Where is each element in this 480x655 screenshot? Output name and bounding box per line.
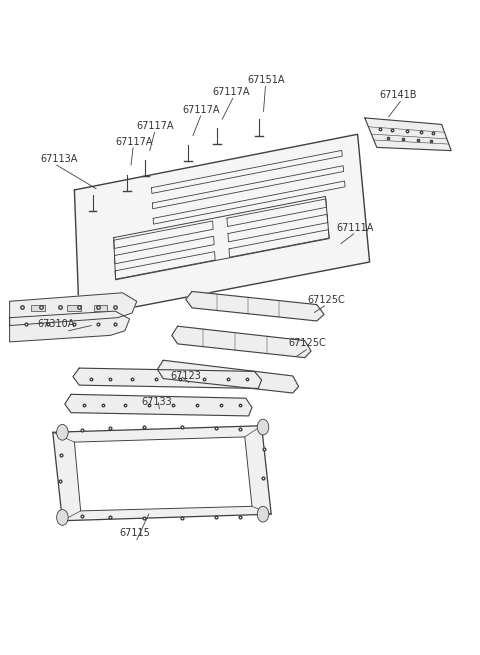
Polygon shape — [186, 291, 324, 321]
Polygon shape — [74, 437, 252, 511]
Text: 67117A: 67117A — [213, 87, 250, 97]
Text: 67123: 67123 — [170, 371, 201, 381]
Bar — [67, 305, 81, 311]
Circle shape — [57, 424, 68, 440]
Text: 67117A: 67117A — [115, 137, 153, 147]
Bar — [94, 305, 107, 311]
Polygon shape — [157, 360, 299, 393]
Polygon shape — [10, 293, 137, 326]
Polygon shape — [74, 134, 370, 318]
Text: 67151A: 67151A — [247, 75, 285, 85]
Polygon shape — [172, 326, 311, 358]
Text: 67115: 67115 — [119, 529, 150, 538]
Circle shape — [57, 510, 68, 525]
Text: 67125C: 67125C — [288, 339, 326, 348]
Text: 67133: 67133 — [142, 398, 172, 407]
Text: 67117A: 67117A — [182, 105, 220, 115]
Polygon shape — [365, 118, 451, 151]
Text: 67141B: 67141B — [379, 90, 417, 100]
Polygon shape — [10, 311, 130, 342]
Circle shape — [257, 419, 269, 435]
Text: 67117A: 67117A — [137, 121, 174, 131]
Circle shape — [257, 506, 269, 522]
Text: 67310A: 67310A — [37, 320, 75, 329]
Polygon shape — [73, 368, 262, 388]
Text: 67113A: 67113A — [41, 154, 78, 164]
Text: 67125C: 67125C — [307, 295, 345, 305]
Text: 67111A: 67111A — [336, 223, 373, 233]
Polygon shape — [53, 426, 271, 521]
Polygon shape — [65, 394, 252, 416]
Bar — [31, 305, 45, 311]
